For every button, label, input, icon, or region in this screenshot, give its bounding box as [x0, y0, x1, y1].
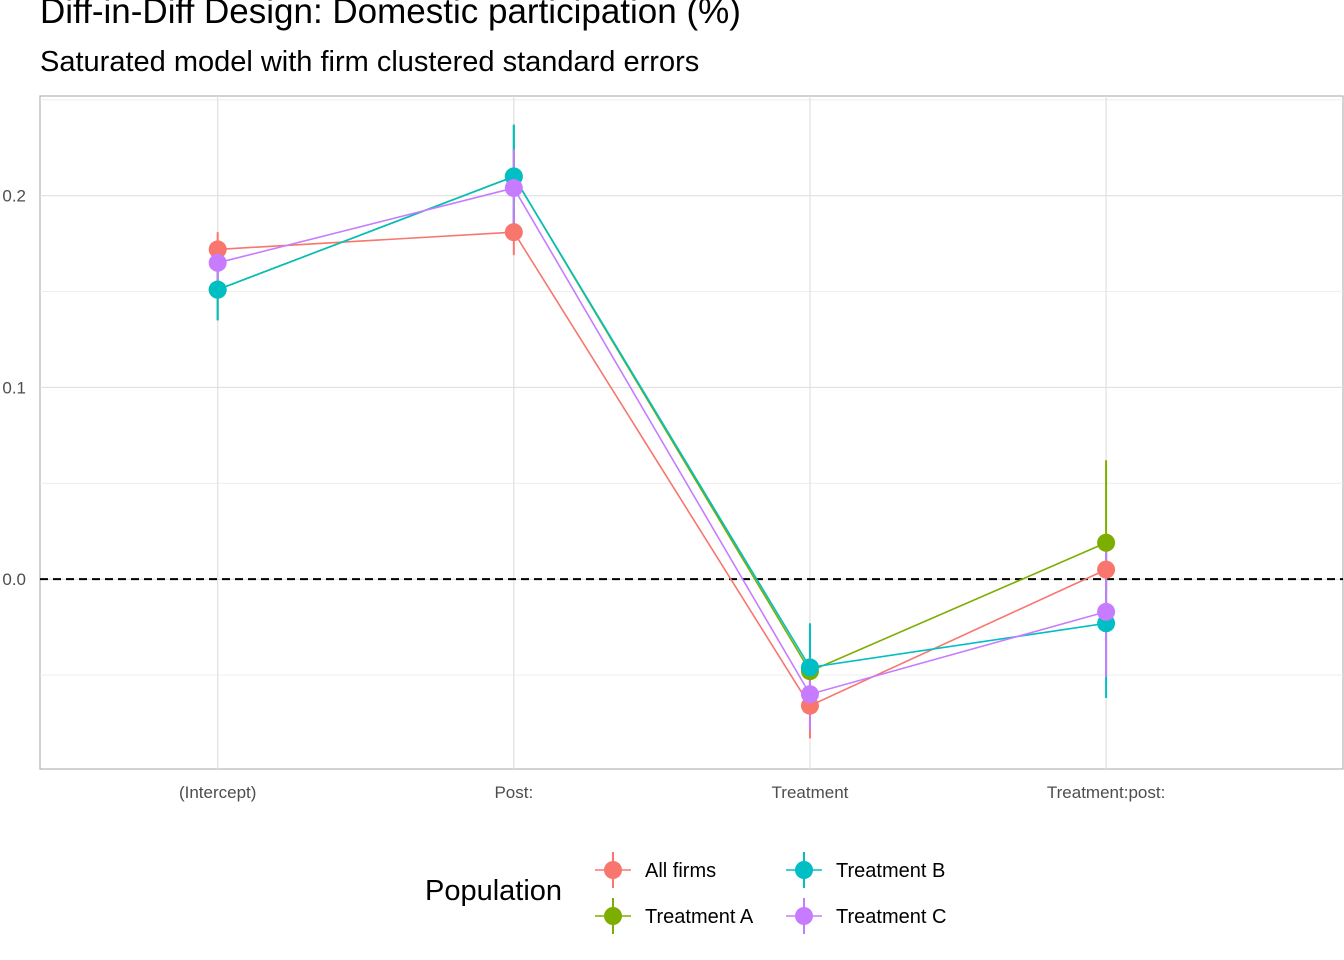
x-tick-label: Treatment:post:: [1047, 783, 1165, 802]
data-point: [208, 280, 227, 299]
x-tick-label: (Intercept): [179, 783, 256, 802]
legend-key-treatment-b: [786, 852, 822, 888]
chart-title: Diff-in-Diff Design: Domestic participat…: [40, 0, 741, 31]
x-tick-label: Post:: [494, 783, 533, 802]
x-tick-label: Treatment: [772, 783, 849, 802]
legend-label: Treatment B: [836, 860, 946, 882]
data-point: [208, 253, 227, 272]
legend-label: Treatment C: [836, 906, 947, 928]
legend-label: Treatment A: [645, 906, 754, 928]
panel-border: [39, 95, 1344, 770]
data-point: [800, 685, 819, 704]
legend: Population All firms Treatment A Treatme…: [425, 845, 1045, 945]
data-point: [504, 223, 523, 242]
series-line: [217, 175, 1107, 669]
series-line: [217, 187, 1107, 696]
legend-label: All firms: [645, 860, 717, 882]
legend-key-point: [795, 861, 813, 879]
legend-key-point: [604, 861, 622, 879]
series-line: [217, 231, 1107, 707]
legend-title: Population: [425, 875, 563, 907]
chart-subtitle: Saturated model with firm clustered stan…: [40, 46, 700, 78]
data-point: [1097, 560, 1116, 579]
data-point: [504, 179, 523, 198]
legend-key-treatment-c: [786, 898, 822, 934]
series-line: [217, 175, 1107, 673]
legend-key-point: [604, 907, 622, 925]
legend-key-all-firms: [595, 852, 631, 888]
data-point: [1097, 602, 1116, 621]
data-point: [800, 658, 819, 677]
y-tick-label: 0.1: [2, 378, 26, 397]
data-point: [208, 240, 227, 259]
y-tick-label: 0.2: [2, 187, 26, 206]
legend-key-treatment-a: [595, 898, 631, 934]
legend-key-point: [795, 907, 813, 925]
y-tick-label: 0.0: [2, 570, 26, 589]
data-point: [1097, 533, 1116, 552]
